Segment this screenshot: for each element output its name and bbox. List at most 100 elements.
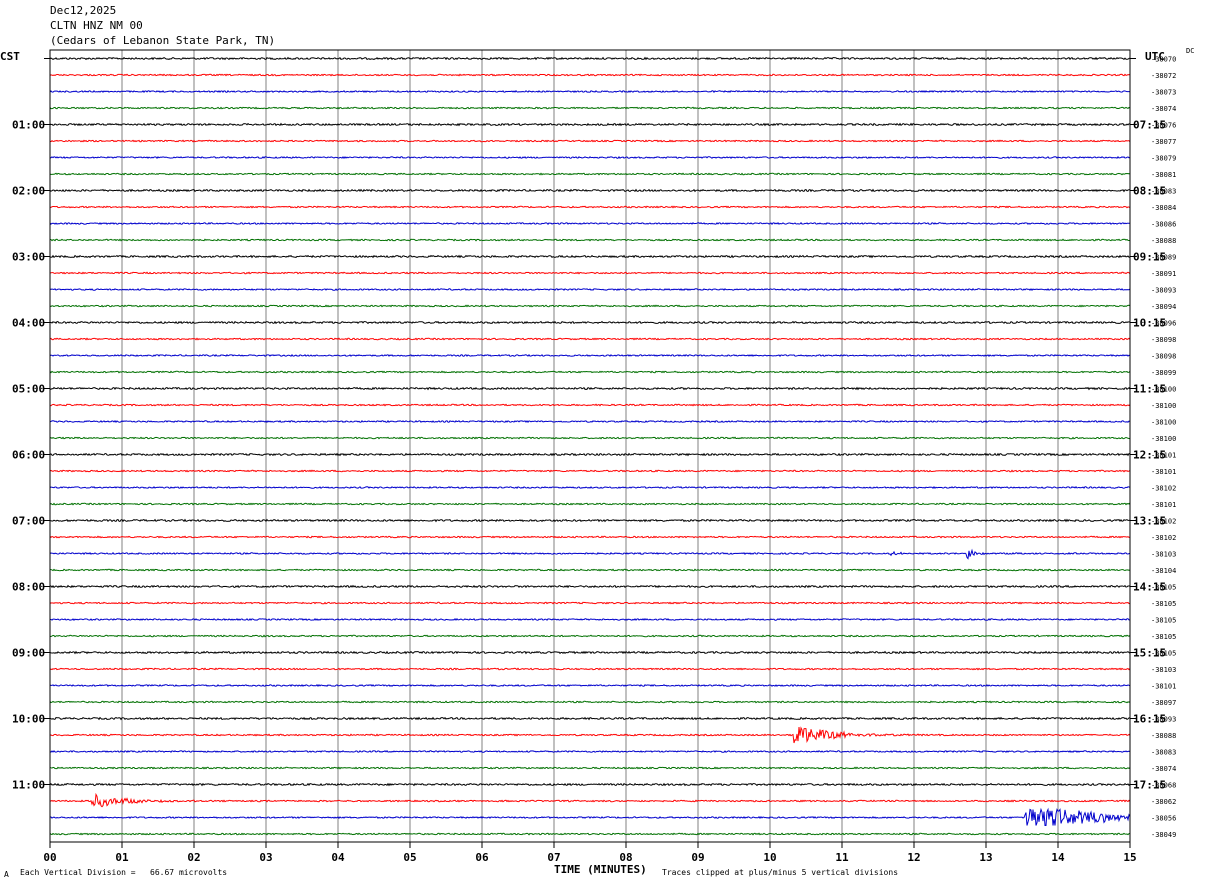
cst-hour-label: 03:00 xyxy=(12,251,45,264)
cst-hour-label: 02:00 xyxy=(12,185,45,198)
x-tick-label: 02 xyxy=(187,851,200,864)
dc-offset-label: -38091 xyxy=(1151,270,1176,278)
x-axis-title: TIME (MINUTES) xyxy=(554,863,647,876)
dc-offset-label: -38097 xyxy=(1151,699,1176,707)
trace-row-10 xyxy=(49,221,1131,225)
dc-offset-label: -38074 xyxy=(1151,765,1176,773)
trace-row-21 xyxy=(49,403,1131,407)
trace-row-5 xyxy=(49,139,1131,143)
trace-row-38 xyxy=(49,684,1131,688)
trace-row-33 xyxy=(49,601,1131,605)
trace-row-36 xyxy=(49,650,1131,655)
cst-hour-label: 10:00 xyxy=(12,713,45,726)
cst-label: CST xyxy=(0,50,20,63)
utc-hour-label: 15:15 xyxy=(1133,647,1166,660)
utc-hour-label: 13:15 xyxy=(1133,515,1166,528)
axis-labels: 00 01 02 03 04 05 06 07 08 09 10 11 12 13 14 15 -38070 -3… xyxy=(12,56,1176,865)
x-tick-label: 03 xyxy=(259,851,272,864)
trace-row-42 xyxy=(49,750,1131,753)
trace-row-19 xyxy=(49,370,1131,374)
dc-offset-label: -38094 xyxy=(1151,303,1176,311)
trace-row-35 xyxy=(49,634,1131,638)
trace-row-31 xyxy=(49,568,1131,572)
dc-offset-label: -38100 xyxy=(1151,402,1176,410)
x-tick-label: 10 xyxy=(763,851,776,864)
cst-hour-label: 08:00 xyxy=(12,581,45,594)
record-date: Dec12,2025 xyxy=(50,4,117,17)
trace-row-4 xyxy=(49,122,1131,127)
cst-hour-label: 06:00 xyxy=(12,449,45,462)
cst-hour-label: 04:00 xyxy=(12,317,45,330)
x-tick-label: 01 xyxy=(115,851,129,864)
x-tick-label: 09 xyxy=(691,851,704,864)
trace-row-20 xyxy=(49,386,1131,391)
dc-offset-label: -38100 xyxy=(1151,435,1176,443)
dc-offset-label: -38081 xyxy=(1151,171,1176,179)
x-tick-label: 11 xyxy=(835,851,849,864)
dc-offset-label: -38084 xyxy=(1151,204,1176,212)
utc-hour-label: 07:15 xyxy=(1133,119,1166,132)
trace-row-8 xyxy=(49,188,1130,193)
dc-offset-label: -38101 xyxy=(1151,501,1176,509)
dc-offset-label: -38083 xyxy=(1151,749,1176,757)
trace-row-27 xyxy=(49,502,1131,506)
trace-row-13 xyxy=(49,271,1131,275)
trace-row-12 xyxy=(49,254,1131,259)
utc-hour-label: 17:15 xyxy=(1133,779,1166,792)
dc-offset-label: -38102 xyxy=(1151,485,1176,493)
trace-row-46 xyxy=(49,807,1131,826)
dc-offset-label: -38096 xyxy=(1151,320,1176,328)
dc-offset-label: -38101 xyxy=(1151,452,1176,460)
dc-offset-label: -38102 xyxy=(1151,518,1176,526)
dc-offset-label: -38077 xyxy=(1151,138,1176,146)
trace-row-34 xyxy=(49,617,1131,622)
dc-offset-label: -38103 xyxy=(1151,666,1176,674)
dc-offset-label: -38083 xyxy=(1151,188,1176,196)
utc-hour-label: 11:15 xyxy=(1133,383,1166,396)
scale-note: Each Vertical Division = 66.67 microvolt… xyxy=(20,868,228,877)
trace-row-22 xyxy=(49,419,1131,424)
dc-offset-label: -38076 xyxy=(1151,122,1176,130)
trace-row-15 xyxy=(49,304,1131,308)
x-tick-label: 13 xyxy=(979,851,992,864)
dc-offset-label: -38102 xyxy=(1151,534,1176,542)
trace-row-1 xyxy=(49,73,1131,77)
x-tick-label: 08 xyxy=(619,851,632,864)
utc-hour-label: 10:15 xyxy=(1133,317,1166,330)
station-location: (Cedars of Lebanon State Park, TN) xyxy=(50,34,276,47)
trace-row-24 xyxy=(49,452,1131,457)
trace-row-30 xyxy=(49,548,1131,560)
dc-offset-label: -38049 xyxy=(1151,831,1176,839)
trace-row-11 xyxy=(49,238,1131,242)
trace-row-25 xyxy=(49,469,1131,473)
dc-offset-label: -38103 xyxy=(1151,551,1176,559)
trace-row-28 xyxy=(49,518,1131,523)
plot-frame xyxy=(49,49,1131,843)
cst-hour-label: 11:00 xyxy=(12,779,45,792)
utc-hour-label: 12:15 xyxy=(1133,449,1166,462)
trace-row-40 xyxy=(49,716,1130,721)
x-tick-label: 00 xyxy=(43,851,56,864)
dc-offset-label: -38088 xyxy=(1151,732,1176,740)
dc-offset-label: -38073 xyxy=(1151,89,1176,97)
dc-offset-label: -38104 xyxy=(1151,567,1176,575)
dc-offset-label: -38098 xyxy=(1151,353,1176,361)
trace-row-41 xyxy=(50,726,1131,744)
dc-offset-label: -38105 xyxy=(1151,617,1176,625)
x-tick-label: 06 xyxy=(475,851,489,864)
trace-row-9 xyxy=(49,205,1131,209)
dc-offset-label: -38086 xyxy=(1151,221,1176,229)
dc-offset-label: -38105 xyxy=(1151,650,1176,658)
dc-offset-label: -38056 xyxy=(1151,815,1176,823)
dc-label: DC xyxy=(1186,47,1195,55)
trace-row-45 xyxy=(49,792,1131,808)
trace-row-32 xyxy=(49,584,1130,589)
trace-row-37 xyxy=(49,667,1131,671)
dc-offset-label: -38105 xyxy=(1151,633,1176,641)
trace-row-16 xyxy=(49,320,1131,325)
trace-row-47 xyxy=(49,832,1130,836)
x-tick-label: 12 xyxy=(907,851,920,864)
x-tick-label: 14 xyxy=(1051,851,1065,864)
dc-offset-label: -38062 xyxy=(1151,798,1176,806)
